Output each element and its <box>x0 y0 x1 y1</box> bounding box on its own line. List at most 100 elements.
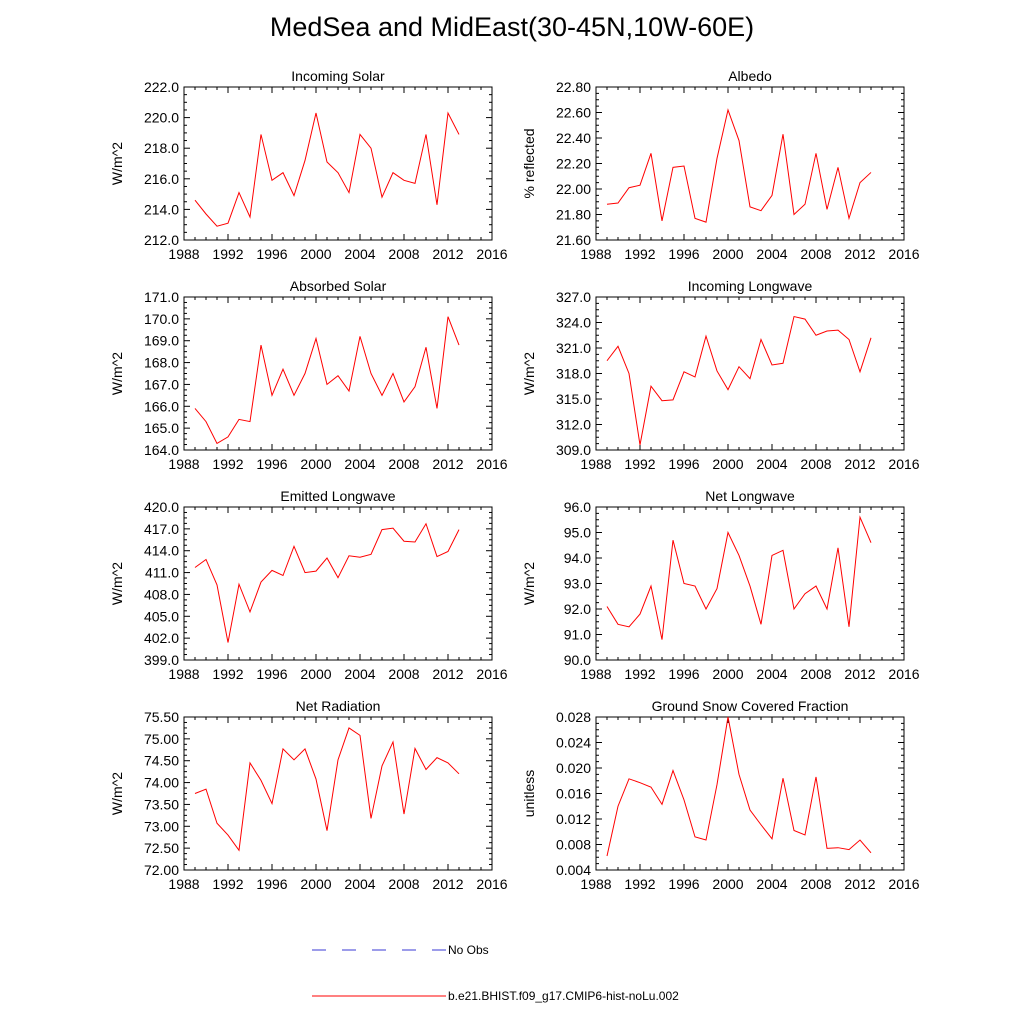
y-tick-label: 168.0 <box>144 355 179 371</box>
y-tick-label: 74.00 <box>144 775 179 791</box>
x-tick-label: 1996 <box>668 876 699 892</box>
chart-panel: Net Longwave W/m^2 1988 1992 1996 2000 2004 200… <box>521 488 920 682</box>
chart-panel: Emitted Longwave W/m^2 1988 1992 1996 2000 200… <box>109 488 508 682</box>
series-line <box>606 315 872 445</box>
y-tick-label: 218.0 <box>144 140 179 156</box>
x-tick-label: 1992 <box>624 876 655 892</box>
x-tick-label: 1992 <box>624 456 655 472</box>
x-tick-label: 1996 <box>256 246 287 262</box>
y-tick-label: 0.004 <box>556 862 591 878</box>
legend-model-label: b.e21.BHIST.f09_g17.CMIP6-hist-noLu.002 <box>448 989 679 1003</box>
y-tick-label: 22.20 <box>556 156 591 172</box>
y-tick-label: 94.0 <box>564 550 591 566</box>
y-tick-label: 318.0 <box>556 366 591 382</box>
x-tick-label: 2016 <box>476 456 507 472</box>
y-tick-label: 167.0 <box>144 376 179 392</box>
y-tick-label: 75.50 <box>144 709 179 725</box>
y-axis-label: % reflected <box>521 128 537 198</box>
x-tick-label: 2016 <box>476 666 507 682</box>
x-tick-label: 1992 <box>624 666 655 682</box>
x-tick-label: 2008 <box>388 456 419 472</box>
y-tick-label: 0.024 <box>556 735 591 751</box>
y-tick-label: 399.0 <box>144 652 179 668</box>
y-tick-label: 165.0 <box>144 420 179 436</box>
x-tick-label: 2000 <box>300 246 331 262</box>
x-tick-label: 2008 <box>800 876 831 892</box>
x-tick-label: 2012 <box>432 456 463 472</box>
y-tick-label: 96.0 <box>564 499 591 515</box>
y-tick-label: 321.0 <box>556 340 591 356</box>
x-tick-label: 2000 <box>300 876 331 892</box>
figure-title: MedSea and MidEast(30-45N,10W-60E) <box>269 12 755 42</box>
x-tick-label: 2012 <box>844 246 875 262</box>
series-line <box>606 716 872 857</box>
x-tick-label: 2012 <box>844 456 875 472</box>
chart-panel: Incoming Longwave W/m^2 1988 1992 1996 2000 20… <box>521 278 920 472</box>
x-tick-label: 1996 <box>668 666 699 682</box>
y-tick-label: 0.016 <box>556 786 591 802</box>
plot-frame <box>595 506 905 661</box>
x-tick-label: 2012 <box>844 666 875 682</box>
x-tick-label: 2016 <box>888 246 919 262</box>
y-axis-label: W/m^2 <box>109 142 125 185</box>
y-tick-label: 220.0 <box>144 110 179 126</box>
y-axis-label: W/m^2 <box>109 772 125 815</box>
y-axis-label: unitless <box>521 770 537 817</box>
y-tick-label: 164.0 <box>144 442 179 458</box>
x-tick-label: 1996 <box>256 876 287 892</box>
y-tick-label: 95.0 <box>564 525 591 541</box>
y-tick-label: 222.0 <box>144 79 179 95</box>
y-tick-label: 408.0 <box>144 586 179 602</box>
x-tick-label: 1988 <box>580 246 611 262</box>
y-tick-label: 0.008 <box>556 837 591 853</box>
y-tick-label: 75.00 <box>144 731 179 747</box>
x-tick-label: 2004 <box>756 666 787 682</box>
legend: No Obs b.e21.BHIST.f09_g17.CMIP6-hist-no… <box>312 943 679 1003</box>
y-tick-label: 315.0 <box>556 391 591 407</box>
y-tick-label: 324.0 <box>556 315 591 331</box>
panel-title: Incoming Solar <box>291 68 385 84</box>
series-line <box>194 727 460 852</box>
chart-panel: Absorbed Solar W/m^2 1988 1992 1996 2000 2004 2… <box>109 278 508 472</box>
x-tick-label: 2016 <box>888 456 919 472</box>
y-tick-label: 21.60 <box>556 232 591 248</box>
y-tick-label: 169.0 <box>144 333 179 349</box>
x-tick-label: 2000 <box>300 666 331 682</box>
x-tick-label: 2000 <box>712 666 743 682</box>
x-tick-label: 2004 <box>756 876 787 892</box>
plot-frame <box>183 506 493 661</box>
panel-title: Net Longwave <box>705 488 795 504</box>
y-tick-label: 22.80 <box>556 79 591 95</box>
y-tick-label: 327.0 <box>556 289 591 305</box>
y-tick-label: 0.020 <box>556 760 591 776</box>
x-tick-label: 1988 <box>168 666 199 682</box>
x-tick-label: 1988 <box>580 666 611 682</box>
y-tick-label: 417.0 <box>144 521 179 537</box>
y-tick-label: 414.0 <box>144 543 179 559</box>
plot-frame <box>183 716 493 871</box>
plot-frame <box>595 716 905 871</box>
y-tick-label: 22.00 <box>556 181 591 197</box>
plot-frame <box>595 86 905 241</box>
y-tick-label: 72.50 <box>144 840 179 856</box>
x-tick-label: 2016 <box>888 666 919 682</box>
x-tick-label: 2008 <box>800 666 831 682</box>
y-axis-label: W/m^2 <box>521 562 537 605</box>
y-axis-label: W/m^2 <box>521 352 537 395</box>
x-tick-label: 1988 <box>168 876 199 892</box>
y-tick-label: 170.0 <box>144 311 179 327</box>
x-tick-label: 2012 <box>432 876 463 892</box>
y-tick-label: 73.00 <box>144 818 179 834</box>
x-tick-label: 2008 <box>388 666 419 682</box>
x-tick-label: 1996 <box>256 666 287 682</box>
x-tick-label: 1996 <box>668 246 699 262</box>
series-line <box>194 316 460 445</box>
x-tick-label: 2004 <box>344 666 375 682</box>
y-tick-label: 405.0 <box>144 608 179 624</box>
x-tick-label: 1988 <box>168 456 199 472</box>
y-tick-label: 166.0 <box>144 398 179 414</box>
chart-panel: Net Radiation W/m^2 1988 1992 1996 2000 2004 20… <box>109 698 508 892</box>
x-tick-label: 2004 <box>344 876 375 892</box>
y-tick-label: 420.0 <box>144 499 179 515</box>
x-tick-label: 2004 <box>756 246 787 262</box>
